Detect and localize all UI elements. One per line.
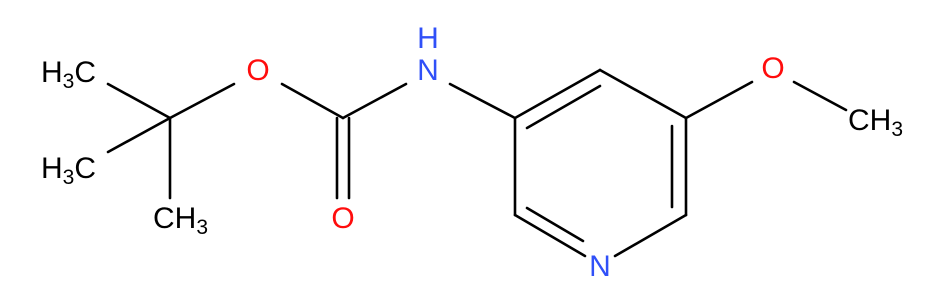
atom-label: H3C <box>41 56 96 93</box>
element-symbol: C <box>74 56 96 89</box>
element-symbol: N <box>589 250 611 283</box>
bond <box>684 80 754 120</box>
atom-label: O <box>331 202 354 235</box>
element-symbol: C <box>74 152 96 185</box>
element-symbol: N <box>417 54 439 87</box>
element-symbol: H <box>417 22 439 55</box>
atom-label: O <box>761 52 784 85</box>
element-symbol: C <box>848 104 870 137</box>
element-symbol: H <box>41 56 63 89</box>
bond <box>106 82 172 120</box>
ring-bond <box>513 68 602 120</box>
ring-bond <box>513 213 587 258</box>
atom-label: H <box>417 22 439 55</box>
element-symbol: H <box>41 152 63 185</box>
atom-label: H3C <box>41 152 96 189</box>
ring-bond <box>525 206 585 243</box>
atom-label: CH3 <box>153 202 208 239</box>
subscript: 3 <box>63 70 75 93</box>
element-symbol: O <box>331 202 354 235</box>
bond <box>106 116 172 154</box>
bonds <box>106 68 848 258</box>
subscript: 3 <box>891 118 903 141</box>
ring-bond <box>525 84 602 130</box>
bond <box>448 82 517 120</box>
element-symbol: C <box>153 202 175 235</box>
element-symbol: O <box>761 52 784 85</box>
atom-label: CH3 <box>848 104 903 141</box>
element-symbol: H <box>175 202 197 235</box>
bond <box>341 82 408 120</box>
subscript: 3 <box>196 216 208 239</box>
ring-bond <box>613 213 688 258</box>
element-symbol: O <box>246 54 269 87</box>
bond <box>280 82 345 120</box>
bond <box>168 82 236 120</box>
ring-bond <box>598 68 688 120</box>
atom-label: O <box>246 54 269 87</box>
bond <box>792 80 848 112</box>
subscript: 3 <box>63 166 75 189</box>
atom-label: N <box>589 250 611 283</box>
element-symbol: H <box>870 104 892 137</box>
atom-label: N <box>417 54 439 87</box>
